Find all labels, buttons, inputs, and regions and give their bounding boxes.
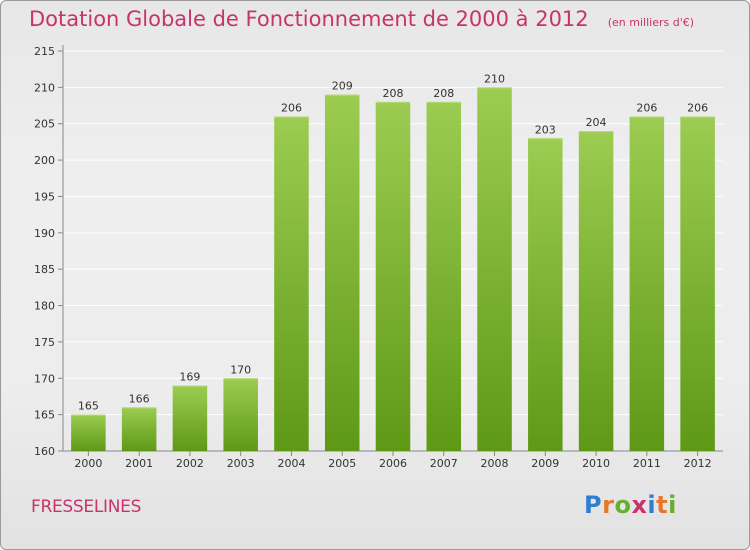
- data-label: 204: [586, 116, 607, 129]
- bar-2008: [477, 87, 512, 451]
- bar-2003: [223, 378, 258, 451]
- data-label: 206: [281, 101, 302, 114]
- x-tick-label: 2010: [582, 457, 610, 470]
- data-label: 208: [433, 87, 454, 100]
- data-label: 165: [78, 400, 99, 413]
- x-tick-label: 2000: [74, 457, 102, 470]
- bar-2000: [71, 414, 106, 451]
- data-label: 206: [687, 101, 708, 114]
- y-tick-label: 185: [34, 263, 55, 276]
- x-tick-label: 2004: [277, 457, 305, 470]
- bar-2009: [528, 138, 563, 452]
- data-label: 209: [332, 80, 353, 93]
- bar-2011: [629, 116, 665, 452]
- bar-2002: [172, 385, 208, 451]
- y-tick-label: 160: [34, 445, 55, 458]
- bar-2001: [121, 407, 157, 451]
- chart-title: Dotation Globale de Fonctionnement de 20…: [29, 7, 589, 31]
- y-tick-label: 165: [34, 409, 55, 422]
- x-tick-label: 2012: [684, 457, 712, 470]
- data-label: 166: [129, 392, 150, 405]
- data-label: 170: [230, 363, 251, 376]
- x-tick-label: 2001: [125, 457, 153, 470]
- logo-letter: i: [668, 491, 677, 519]
- y-tick-label: 190: [34, 227, 55, 240]
- x-tick-label: 2008: [481, 457, 509, 470]
- y-tick-label: 170: [34, 372, 55, 385]
- logo-letter: x: [631, 491, 648, 519]
- data-label: 210: [484, 72, 505, 85]
- x-tick-label: 2005: [328, 457, 356, 470]
- logo-letter: r: [602, 491, 615, 519]
- x-tick-label: 2006: [379, 457, 407, 470]
- x-tick-label: 2007: [430, 457, 458, 470]
- y-tick-label: 195: [34, 190, 55, 203]
- x-tick-label: 2003: [227, 457, 255, 470]
- bar-2005: [324, 94, 360, 452]
- logo-letter: i: [647, 491, 657, 519]
- x-tick-label: 2002: [176, 457, 204, 470]
- bar-2007: [426, 101, 462, 451]
- bar-2006: [375, 101, 411, 451]
- x-tick-label: 2011: [633, 457, 661, 470]
- data-label: 203: [535, 123, 556, 136]
- y-tick-label: 180: [34, 300, 55, 313]
- y-tick-label: 200: [34, 154, 55, 167]
- y-tick-label: 210: [34, 81, 55, 94]
- proxiti-logo: Proxiti: [584, 491, 677, 519]
- logo-letter: o: [614, 491, 632, 519]
- y-tick-label: 175: [34, 336, 55, 349]
- bar-2010: [578, 131, 614, 451]
- logo-letter: t: [656, 491, 669, 519]
- title-line: Dotation Globale de Fonctionnement de 20…: [29, 7, 694, 31]
- data-label: 208: [383, 87, 404, 100]
- data-label: 206: [636, 101, 657, 114]
- data-label: 169: [179, 371, 200, 384]
- logo-letter: P: [584, 491, 603, 519]
- bar-2004: [274, 116, 309, 452]
- chart-subtitle: (en milliers d'€): [607, 16, 695, 29]
- y-tick-label: 215: [34, 45, 55, 58]
- x-tick-label: 2009: [531, 457, 559, 470]
- commune-name: FRESSELINES: [31, 497, 142, 517]
- bar-2012: [680, 116, 715, 452]
- y-tick-label: 205: [34, 118, 55, 131]
